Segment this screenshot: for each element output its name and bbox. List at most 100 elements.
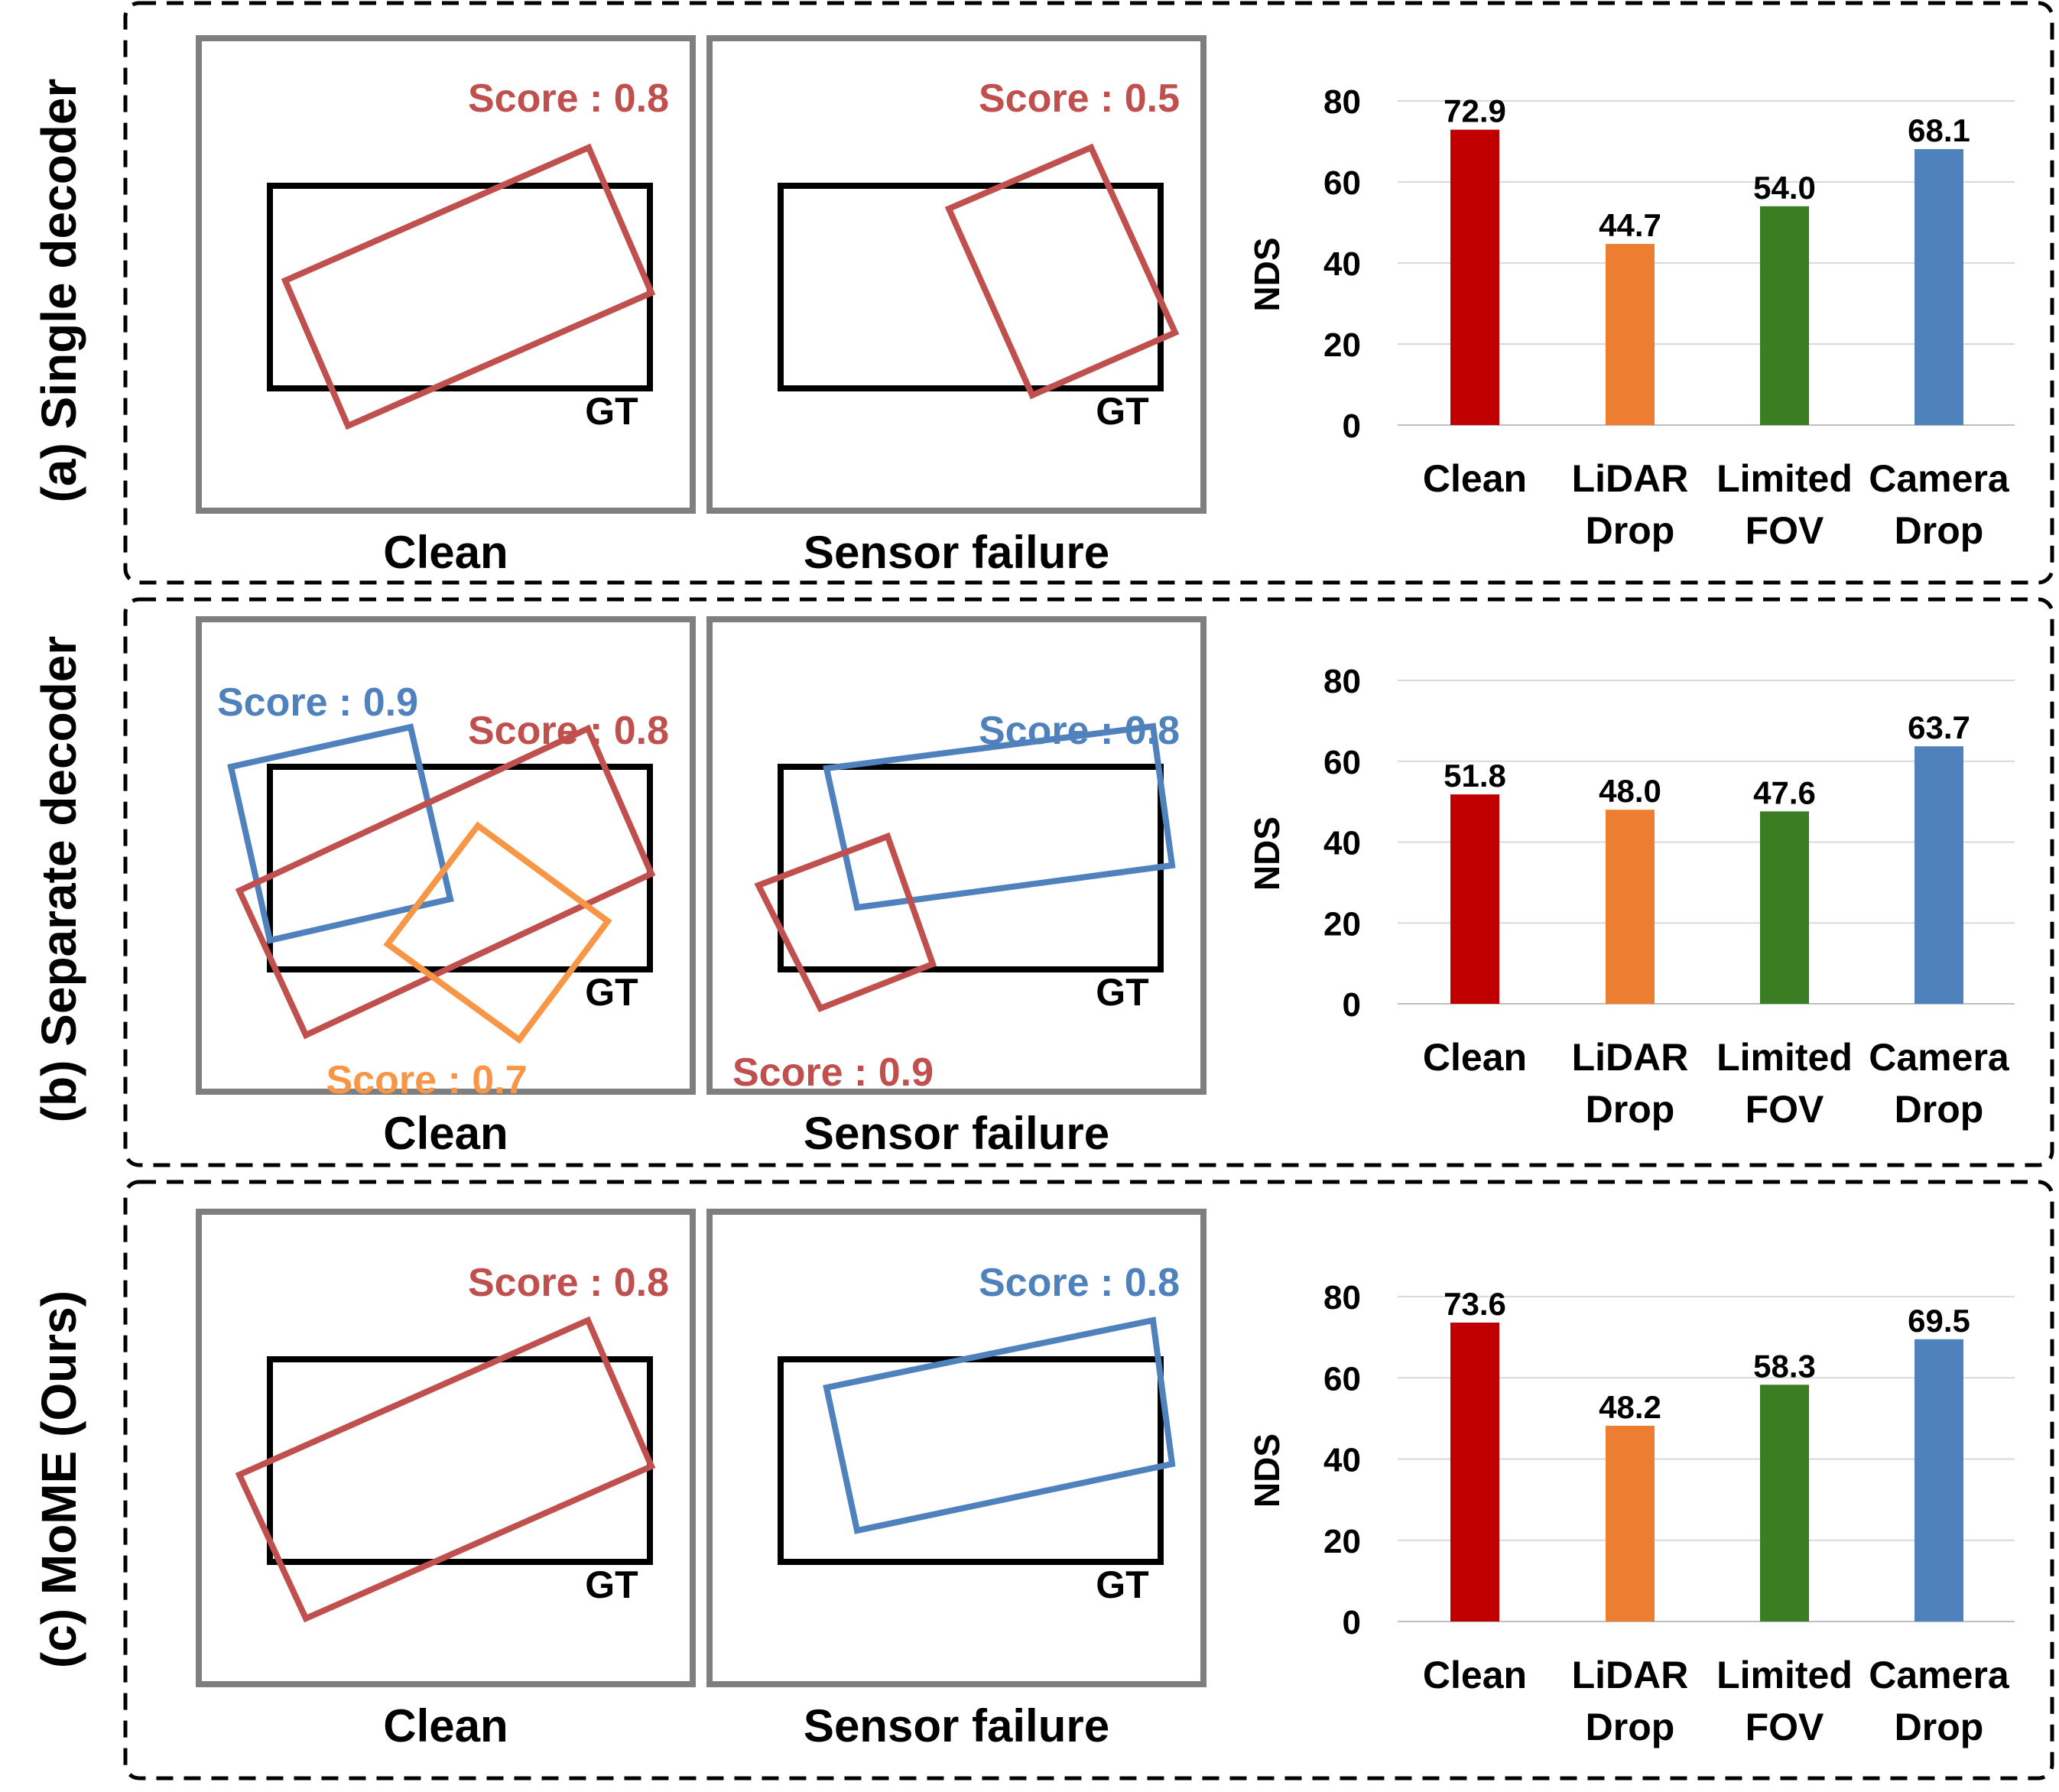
y-tick-label: 60: [1323, 1360, 1361, 1398]
pred-box-red: [281, 143, 656, 430]
row-label: (b) Separate decoder: [31, 636, 86, 1123]
score-label: Score : 0.8: [468, 1261, 669, 1305]
score-label: Score : 0.8: [979, 709, 1180, 753]
score-label: Score : 0.9: [732, 1050, 934, 1095]
row-3: (c) MoME (Ours) GT Score : 0.8 Clean GT Score…: [31, 1180, 2054, 1781]
x-tick-label: LiDAR: [1572, 457, 1689, 500]
data-label: 44.7: [1599, 207, 1661, 243]
x-tick-label: Clean: [1423, 457, 1527, 500]
y-axis-label: NDS: [1247, 237, 1287, 311]
x-tick-label: FOV: [1746, 1706, 1824, 1748]
scene-frame: [196, 1209, 696, 1687]
row-label: (c) MoME (Ours): [31, 1290, 86, 1668]
scene-panel: GT Score : 0.8: [706, 1209, 1206, 1687]
scene-caption: Sensor failure: [804, 1108, 1109, 1159]
score-label: Score : 0.8: [468, 76, 669, 121]
data-label: 48.0: [1599, 773, 1661, 809]
y-tick-label: 20: [1323, 905, 1361, 943]
pred-box-orange: [383, 821, 612, 1044]
y-tick-label: 40: [1323, 245, 1361, 283]
gt-label: GT: [1096, 390, 1148, 433]
bar-clean: [1450, 129, 1499, 425]
scene-panel: GT Score : 0.8 Score : 0.9: [706, 616, 1206, 1095]
bar-chart-3: 0 20 40 60 80 NDS 73.6 Clean 48.2 LiDAR Drop 58.3 Li…: [1247, 1279, 2015, 1748]
scene-panel: GT Score : 0.8: [196, 1209, 696, 1687]
bar-camera-drop: [1914, 149, 1963, 425]
bar-lidar-drop: [1606, 244, 1655, 425]
data-label: 72.9: [1444, 93, 1506, 129]
bar-lidar-drop: [1606, 1425, 1655, 1622]
y-tick-label: 20: [1323, 326, 1361, 364]
scene-caption: Sensor failure: [804, 1700, 1109, 1751]
y-axis-label: NDS: [1247, 1433, 1287, 1508]
data-label: 48.2: [1599, 1389, 1661, 1425]
bar-clean: [1450, 1323, 1499, 1622]
row-dashed-border: [123, 1, 2054, 585]
row-1: (a) Single decoder GT Score : 0.8 Clean GT Sc…: [31, 1, 2054, 585]
y-tick-label: 0: [1343, 1604, 1361, 1641]
x-tick-label: Drop: [1895, 509, 1984, 552]
data-label: 58.3: [1753, 1348, 1816, 1384]
x-tick-label: Limited: [1716, 1654, 1853, 1696]
data-label: 51.8: [1444, 758, 1506, 794]
x-tick-label: LiDAR: [1572, 1036, 1689, 1079]
pred-box-red: [235, 724, 656, 1040]
row-label: (a) Single decoder: [31, 79, 86, 503]
scene-caption: Clean: [383, 1108, 508, 1159]
score-label: Score : 0.5: [979, 76, 1180, 121]
x-tick-label: FOV: [1746, 1088, 1824, 1131]
gt-label: GT: [585, 1563, 638, 1606]
data-label: 69.5: [1908, 1303, 1970, 1339]
scene-caption: Clean: [383, 527, 508, 578]
bar-limited-fov: [1760, 811, 1809, 1004]
bar-chart-1: 0 20 40 60 80 NDS 72.9 Clean 44.7 LiDAR Drop 54.0 Li…: [1247, 83, 2015, 552]
bar-chart-2: 0 20 40 60 80 NDS 51.8 Clean 48.0 LiDAR Drop 47.6 Li…: [1247, 663, 2015, 1131]
x-tick-label: LiDAR: [1572, 1654, 1689, 1696]
scene-frame: [706, 1209, 1206, 1687]
y-tick-label: 80: [1323, 1279, 1361, 1316]
data-label: 68.1: [1908, 112, 1970, 148]
bar-clean: [1450, 794, 1499, 1004]
scene-frame: [196, 616, 696, 1095]
x-tick-label: Clean: [1423, 1036, 1527, 1079]
x-tick-label: Limited: [1716, 457, 1853, 500]
bar-limited-fov: [1760, 206, 1809, 425]
x-tick-label: Drop: [1586, 1706, 1675, 1748]
y-tick-label: 80: [1323, 663, 1361, 700]
y-tick-label: 60: [1323, 164, 1361, 202]
gt-label: GT: [585, 390, 638, 433]
bar-camera-drop: [1914, 1339, 1963, 1622]
scene-caption: Sensor failure: [804, 527, 1109, 578]
pred-box-red: [235, 1316, 656, 1623]
data-label: 63.7: [1908, 709, 1970, 745]
gt-label: GT: [1096, 971, 1148, 1014]
score-label: Score : 0.8: [979, 1261, 1180, 1305]
gt-label: GT: [585, 971, 638, 1014]
score-label: Score : 0.7: [326, 1058, 527, 1102]
row-dashed-border: [123, 597, 2054, 1167]
x-tick-label: Camera: [1869, 1654, 2010, 1696]
y-axis-label: NDS: [1247, 816, 1287, 891]
row-dashed-border: [123, 1180, 2054, 1781]
x-tick-label: Clean: [1423, 1654, 1527, 1696]
x-tick-label: FOV: [1746, 509, 1824, 552]
scene-frame: [706, 616, 1206, 1095]
y-tick-label: 20: [1323, 1523, 1361, 1560]
pred-box-blue: [823, 722, 1176, 911]
x-tick-label: Camera: [1869, 457, 2010, 500]
gt-label: GT: [1096, 1563, 1148, 1606]
x-tick-label: Limited: [1716, 1036, 1853, 1079]
bar-lidar-drop: [1606, 810, 1655, 1004]
scene-panel: GT Score : 0.8: [196, 35, 696, 514]
x-tick-label: Drop: [1895, 1706, 1984, 1748]
score-label: Score : 0.8: [468, 709, 669, 753]
pred-box-red: [944, 143, 1180, 400]
scene-frame: [706, 35, 1206, 514]
scene-panel: GT Score : 0.5: [706, 35, 1206, 514]
data-label: 47.6: [1753, 774, 1816, 810]
scene-frame: [196, 35, 696, 514]
x-tick-label: Drop: [1895, 1088, 1984, 1131]
row-2: (b) Separate decoder GT Score : 0.9 Score :…: [31, 597, 2054, 1167]
score-label: Score : 0.9: [217, 680, 418, 725]
